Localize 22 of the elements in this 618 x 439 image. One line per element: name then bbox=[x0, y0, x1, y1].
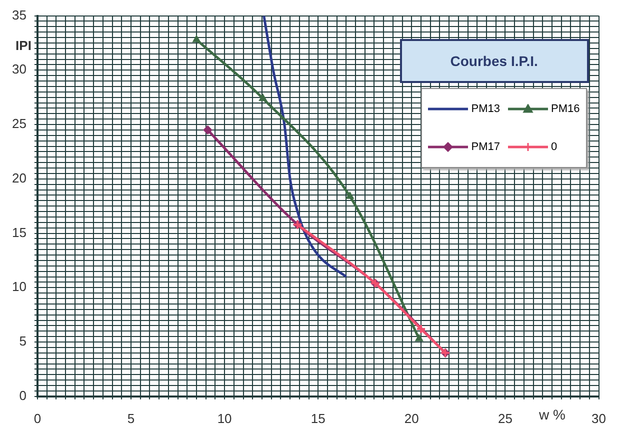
x-tick-label: 20 bbox=[404, 410, 419, 426]
x-tick-label: 25 bbox=[498, 410, 512, 426]
x-tick-label: 0 bbox=[34, 410, 42, 426]
y-tick-label: 20 bbox=[12, 170, 26, 186]
y-tick-label: 30 bbox=[12, 62, 26, 77]
y-tick-label: 35 bbox=[12, 7, 26, 22]
x-tick-label: 10 bbox=[217, 410, 232, 426]
y-tick-label: 0 bbox=[19, 388, 26, 403]
legend-label: PM17 bbox=[471, 141, 500, 154]
x-tick-label: 30 bbox=[592, 410, 606, 426]
y-tick-label: 25 bbox=[12, 116, 26, 132]
y-tick-label: 15 bbox=[12, 224, 26, 240]
legend-label: 0 bbox=[551, 141, 558, 154]
title-box: Courbes I.P.I. bbox=[400, 38, 589, 83]
x-tick-label: 5 bbox=[127, 410, 135, 426]
legend-label: PM13 bbox=[471, 103, 500, 116]
x-axis-title: w % bbox=[538, 406, 566, 422]
x-tick-label: 15 bbox=[310, 410, 326, 426]
y-axis-title: IPI bbox=[16, 38, 32, 53]
y-tick-label: 10 bbox=[12, 279, 26, 294]
legend-label: PM16 bbox=[551, 103, 580, 116]
y-tick-label: 5 bbox=[19, 334, 26, 349]
